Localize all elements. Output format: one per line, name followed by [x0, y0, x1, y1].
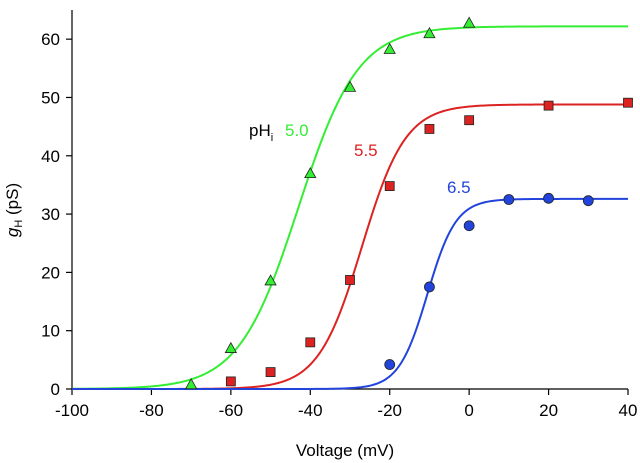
y-axis-title-unit: (pS) — [3, 183, 22, 220]
legend-title-main: pH — [249, 121, 271, 140]
annotations: Voltage (mV) gH (pS) pHi 5.0 5.5 6.5 — [3, 121, 471, 460]
data-point-ph-6-5 — [384, 359, 396, 370]
x-tick-label: -60 — [219, 401, 244, 420]
data-point-ph-5-0 — [423, 26, 436, 39]
data-point-ph-6-5 — [424, 281, 435, 293]
x-tick-label: 20 — [539, 401, 558, 420]
series-label-ph-5-5: 5.5 — [354, 141, 378, 160]
legend-title-subscript: i — [271, 132, 273, 144]
y-tick-label: 50 — [41, 88, 60, 107]
data-point-ph-5-5 — [424, 124, 435, 134]
legend-title: pHi — [249, 121, 273, 144]
x-axis-title: Voltage (mV) — [296, 441, 394, 460]
data-point-ph-6-5 — [503, 194, 515, 205]
data-point-ph-5-5 — [464, 115, 475, 126]
data-point-ph-5-5 — [543, 100, 554, 111]
fit-curve-ph-5-5 — [72, 103, 628, 390]
y-axis-title: gH (pS) — [3, 183, 25, 237]
fit-curve-ph-6-5 — [72, 197, 628, 390]
data-point-ph-5-0 — [224, 341, 238, 353]
data-point-ph-5-0 — [304, 166, 317, 179]
data-point-ph-6-5 — [582, 195, 594, 207]
y-tick-label: 60 — [41, 30, 60, 49]
y-tick-label: 30 — [41, 205, 60, 224]
data-point-ph-6-5 — [543, 192, 554, 204]
series-label-ph-6-5: 6.5 — [447, 178, 471, 197]
data-point-ph-5-0 — [343, 80, 357, 92]
y-tick-label: 20 — [41, 263, 60, 282]
y-tick-label: 0 — [51, 380, 60, 399]
series-label-ph-5-0: 5.0 — [285, 121, 309, 140]
data-point-ph-5-5 — [384, 181, 395, 191]
x-tick-label: 40 — [619, 401, 638, 420]
y-axis-title-main: g — [3, 227, 22, 237]
x-tick-label: -80 — [139, 401, 164, 420]
data-point-ph-5-5 — [225, 376, 236, 387]
data-point-ph-5-5 — [305, 337, 316, 348]
x-tick-label: -100 — [55, 401, 89, 420]
data-point-ph-6-5 — [463, 220, 475, 232]
data-point-ph-5-0 — [383, 42, 396, 54]
x-tick-label: 0 — [464, 401, 473, 420]
data-point-ph-5-5 — [345, 275, 355, 285]
data-point-ph-5-0 — [462, 16, 476, 28]
y-axis-title-subscript: H — [13, 220, 25, 228]
axes: -100 -80 -60 -40 -20 0 20 40 0 10 20 30 40 50 60 — [41, 10, 637, 420]
data-point-ph-5-5 — [623, 97, 633, 108]
x-tick-label: -20 — [377, 401, 402, 420]
data-points — [184, 16, 633, 390]
y-tick-label: 40 — [41, 147, 60, 166]
y-tick-label: 10 — [41, 322, 60, 341]
data-point-ph-5-5 — [265, 367, 276, 377]
data-point-ph-5-0 — [184, 378, 198, 390]
data-point-ph-5-0 — [264, 274, 277, 286]
x-tick-label: -40 — [298, 401, 323, 420]
